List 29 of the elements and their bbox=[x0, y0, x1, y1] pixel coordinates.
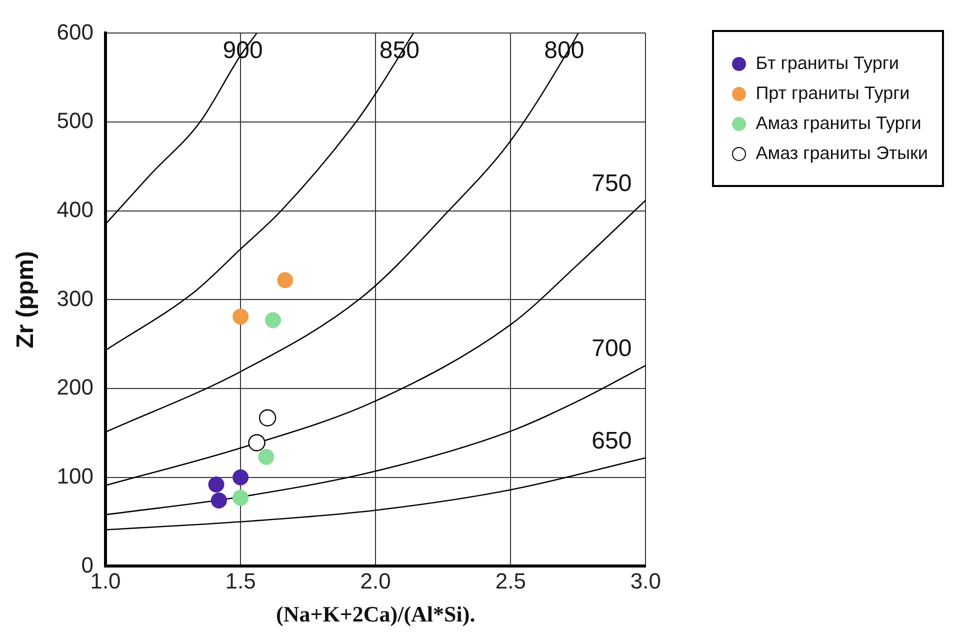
y-tick-label: 300 bbox=[56, 286, 94, 311]
point bbox=[264, 312, 281, 328]
y-tick-label: 400 bbox=[56, 196, 94, 222]
y-tick-label: 500 bbox=[56, 108, 94, 134]
legend-label: Бт граниты Турги bbox=[756, 53, 899, 74]
y-axis-title: Zr (ppm) bbox=[12, 251, 40, 348]
series-label: 750 bbox=[592, 170, 632, 197]
point bbox=[258, 409, 276, 426]
legend-label: Амаз граниты Этыки bbox=[756, 143, 928, 164]
point bbox=[210, 492, 227, 508]
x-tick-label: 2.5 bbox=[495, 568, 526, 594]
point bbox=[232, 490, 249, 506]
series-label: 700 bbox=[592, 335, 632, 362]
y-tick-label: 200 bbox=[56, 374, 94, 400]
legend-label: Амаз граниты Турги bbox=[756, 113, 922, 134]
x-tick-label: 3.0 bbox=[630, 568, 662, 594]
point bbox=[258, 448, 274, 465]
series-label: 650 bbox=[592, 427, 632, 454]
point bbox=[232, 308, 249, 325]
x-tick-label: 1.5 bbox=[225, 568, 256, 594]
y-tick-label: 600 bbox=[56, 19, 94, 44]
point bbox=[248, 434, 266, 452]
y-tick-label: 100 bbox=[56, 463, 94, 488]
x-tick-label: 2.0 bbox=[360, 568, 391, 594]
point bbox=[277, 272, 294, 288]
point bbox=[208, 476, 224, 492]
legend-label: Прт граниты Турги bbox=[756, 83, 910, 104]
point bbox=[232, 469, 249, 486]
x-axis-title: (Na+K+2Ca)/(Al*Si). bbox=[276, 601, 476, 626]
